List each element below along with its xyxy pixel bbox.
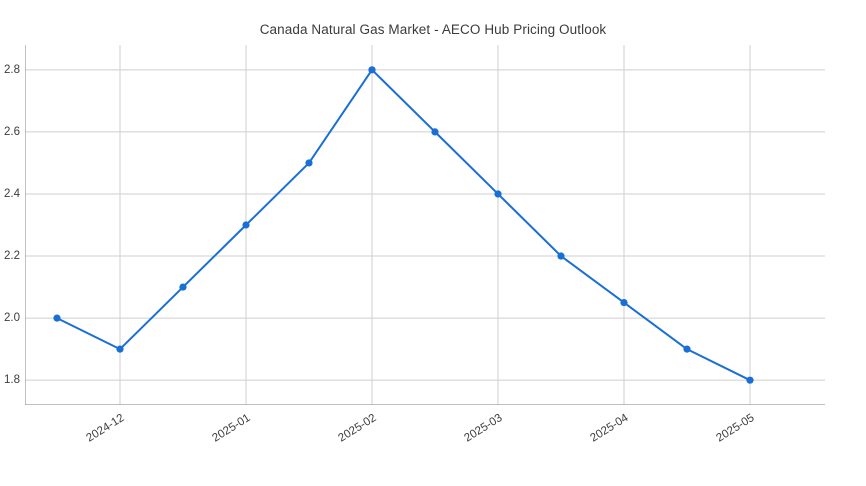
data-point-marker	[179, 283, 187, 291]
data-point-marker	[557, 252, 565, 260]
data-point-marker	[53, 314, 61, 322]
y-tick-label: 2.6	[4, 125, 20, 138]
y-tick-label: 1.8	[4, 374, 20, 387]
data-point-marker	[746, 376, 754, 384]
y-tick-label: 2.8	[4, 63, 20, 76]
y-tick-label: 2.4	[4, 187, 20, 200]
y-tick-label: 2.2	[4, 250, 20, 263]
data-point-marker	[116, 345, 124, 353]
x-tick-label: 2025-05	[714, 412, 757, 445]
y-axis-tick-labels: 1.8 2.0 2.2 2.4 2.6 2.8	[0, 45, 20, 405]
data-point-marker	[431, 128, 439, 136]
x-tick-label: 2025-03	[462, 412, 505, 445]
line-chart-svg	[25, 45, 825, 405]
data-point-marker	[683, 345, 691, 353]
plot-area	[25, 45, 825, 405]
y-tick-label: 2.0	[4, 312, 20, 325]
data-point-marker	[242, 221, 250, 229]
series-line	[56, 68, 751, 382]
data-point-marker	[494, 190, 502, 198]
axis-spines	[25, 45, 825, 405]
data-point-marker	[368, 66, 376, 74]
x-tick-label: 2025-01	[210, 412, 253, 445]
series-polyline	[56, 68, 751, 382]
series-markers	[53, 66, 754, 384]
x-tick-label: 2025-02	[336, 412, 379, 445]
chart-title: Canada Natural Gas Market - AECO Hub Pri…	[259, 22, 607, 37]
x-tick-label: 2025-04	[588, 412, 631, 445]
data-point-marker	[305, 159, 313, 167]
x-tick-label: 2024-12	[84, 412, 127, 445]
data-point-marker	[620, 298, 628, 307]
gridlines	[25, 45, 825, 405]
x-axis-tick-labels: 2024-12 2025-01 2025-02 2025-03 2025-04 2025-…	[25, 412, 825, 482]
